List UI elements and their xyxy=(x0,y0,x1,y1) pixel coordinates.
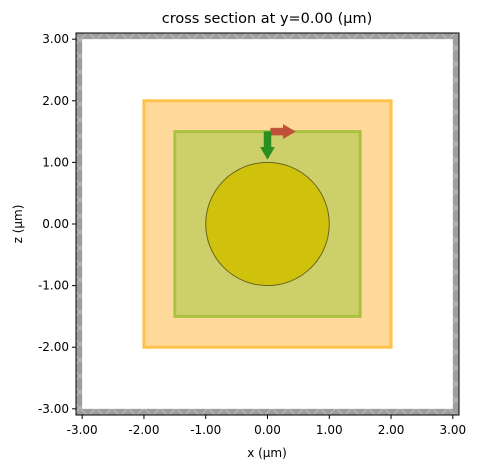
x-tick-label: -2.00 xyxy=(128,423,159,437)
y-tick-label: -1.00 xyxy=(38,279,69,293)
y-tick-label: 3.00 xyxy=(42,32,69,46)
y-axis-label: z (μm) xyxy=(11,205,25,244)
y-tick-label: 0.00 xyxy=(42,217,69,231)
y-tick-label: -2.00 xyxy=(38,340,69,354)
arrow xyxy=(270,124,296,140)
x-tick-label: 0.00 xyxy=(254,423,281,437)
x-tick-label: 3.00 xyxy=(439,423,466,437)
x-tick-label: 1.00 xyxy=(316,423,343,437)
y-tick-label: 2.00 xyxy=(42,94,69,108)
x-axis-label: x (μm) xyxy=(247,446,287,460)
x-tick-label: -1.00 xyxy=(190,423,221,437)
arrow xyxy=(260,131,275,160)
y-tick-label: 1.00 xyxy=(42,155,69,169)
x-tick-label: -3.00 xyxy=(67,423,98,437)
chart-title: cross section at y=0.00 (μm) xyxy=(162,11,373,27)
x-tick-label: 2.00 xyxy=(378,423,405,437)
circle xyxy=(205,161,330,287)
y-tick-label: -3.00 xyxy=(38,402,69,416)
